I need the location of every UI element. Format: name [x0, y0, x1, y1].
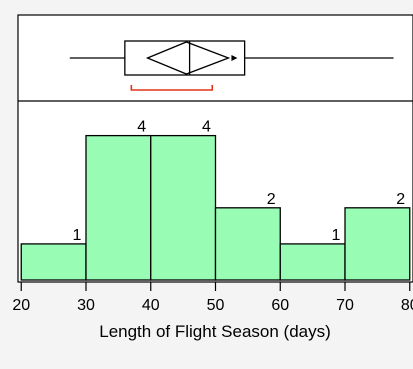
x-tick-label: 20	[12, 297, 30, 314]
boxplot-panel	[69, 40, 394, 91]
x-tick-label: 70	[336, 297, 354, 314]
bar-count-label: 1	[332, 227, 341, 244]
bar-count-label: 2	[267, 191, 276, 208]
x-tick-label: 60	[271, 297, 289, 314]
quartile-box	[124, 40, 246, 76]
bar-count-label: 4	[202, 119, 211, 136]
x-tick-label: 50	[207, 297, 225, 314]
x-axis: 20 30 40 50 60 70 80	[12, 282, 413, 314]
histogram-bar	[20, 243, 87, 281]
bar-count-label: 2	[396, 191, 405, 208]
x-tick-label: 30	[77, 297, 95, 314]
histogram-bar	[214, 207, 281, 281]
histogram-bar	[150, 134, 217, 281]
mean-diamond	[145, 41, 231, 75]
x-tick-label: 80	[401, 297, 413, 314]
histogram-bar	[85, 134, 152, 281]
mean-marker	[231, 55, 238, 61]
histogram-bar	[279, 243, 346, 281]
shortest-half-bracket	[130, 85, 214, 91]
histogram-bar	[344, 207, 411, 281]
bar-count-label: 4	[137, 119, 146, 136]
count-labels: 1 4 4 2 1 2	[73, 119, 406, 244]
x-axis-label: Length of Flight Season (days)	[99, 322, 331, 341]
x-tick-label: 40	[142, 297, 160, 314]
histogram-panel	[20, 134, 411, 281]
bar-count-label: 1	[73, 227, 82, 244]
